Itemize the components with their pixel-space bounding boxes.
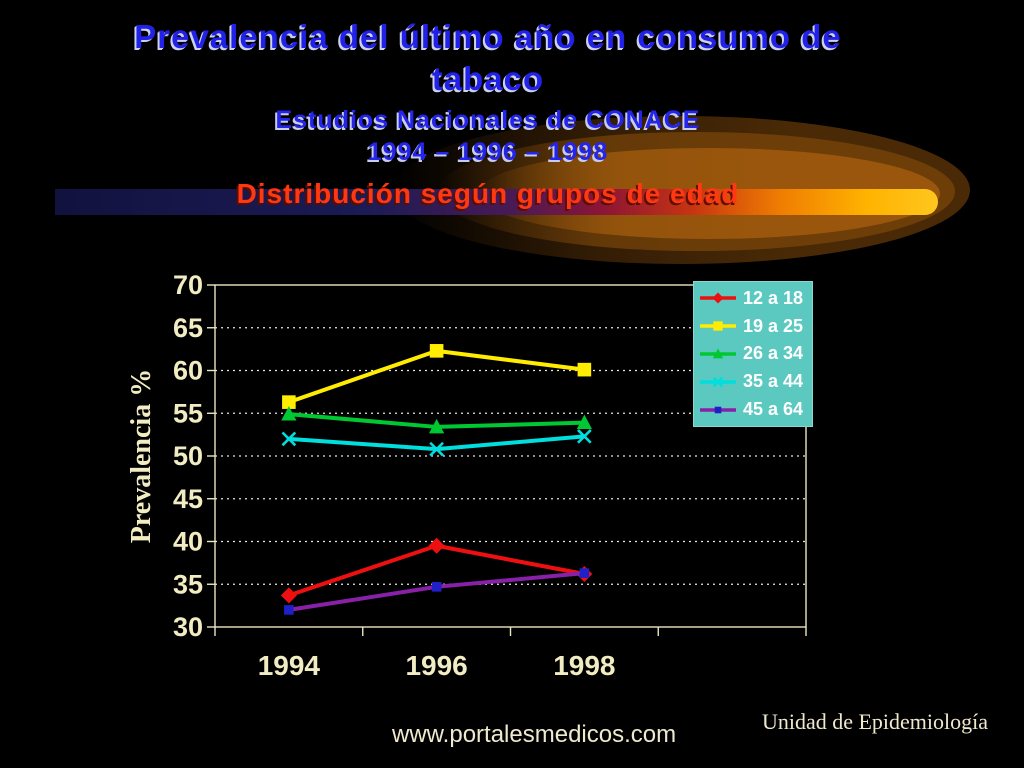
- marker-x: [712, 376, 724, 388]
- x-tick-label-1998: 1998: [553, 650, 615, 681]
- series-12-a-18: [280, 537, 593, 604]
- y-tick-label-55: 55: [173, 398, 203, 428]
- comet-tail-band: [55, 189, 938, 215]
- legend-item-12-a-18: 12 a 18: [698, 285, 812, 312]
- y-tick-label-65: 65: [173, 313, 203, 343]
- legend-label: 26 a 34: [743, 343, 804, 364]
- title-block: Prevalencia del último año en consumo de…: [0, 16, 976, 212]
- subtitle-age-groups: Distribución según grupos de edad: [236, 178, 740, 210]
- y-axis-title: Prevalencia %: [126, 369, 157, 543]
- slide-title-line2: tabaco: [431, 60, 545, 98]
- series-line: [286, 348, 587, 405]
- marker-square-small: [579, 568, 590, 578]
- slide-title-line1: Prevalencia del último año en consumo de: [134, 18, 842, 55]
- marker-triangle: [429, 418, 445, 434]
- y-tick-label-45: 45: [173, 484, 203, 514]
- marker-triangle: [712, 348, 724, 359]
- legend-item-45-a-64: 45 a 64: [698, 396, 812, 423]
- legend-key-icon: [700, 321, 736, 331]
- website-text: www.portalesmedicos.com: [392, 721, 677, 748]
- marker-triangle: [576, 414, 592, 430]
- series-line: [286, 434, 587, 452]
- slide-title: Prevalencia del último año en consumo de…: [0, 16, 976, 100]
- marker-square-small: [714, 406, 722, 413]
- legend-key-icon: [700, 292, 736, 304]
- series-26-a-34: [281, 406, 592, 434]
- y-tick-label-30: 30: [173, 612, 203, 642]
- marker-triangle: [281, 406, 297, 421]
- legend-item-26-a-34: 26 a 34: [698, 340, 812, 367]
- series-45-a-64: [284, 568, 590, 615]
- y-tick-label-50: 50: [173, 441, 203, 471]
- legend-label: 12 a 18: [743, 287, 804, 308]
- y-tick-label-60: 60: [173, 356, 203, 386]
- subtitle-years: 1994 – 1996 – 1998: [367, 138, 609, 167]
- x-tick-label-1996: 1996: [405, 650, 467, 681]
- marker-square-small: [284, 605, 294, 615]
- legend-key-icon: [700, 406, 736, 413]
- y-tick-label-70: 70: [173, 270, 203, 300]
- legend-key-icon: [700, 348, 736, 359]
- legend-label: 35 a 44: [743, 371, 804, 392]
- credit-text: Unidad de Epidemiología: [761, 709, 988, 734]
- series-35-a-44: [281, 429, 592, 457]
- marker-x: [429, 441, 444, 457]
- marker-square: [713, 321, 723, 331]
- y-tick-label-35: 35: [173, 569, 203, 599]
- marker-diamond: [280, 587, 297, 604]
- series-19-a-25: [282, 344, 592, 409]
- y-tick-label-40: 40: [173, 527, 203, 557]
- marker-diamond: [712, 292, 724, 304]
- marker-square: [282, 395, 296, 409]
- marker-x: [281, 431, 297, 447]
- legend-item-35-a-44: 35 a 44: [698, 368, 812, 395]
- marker-square: [577, 362, 592, 377]
- legend-item-19-a-25: 19 a 25: [698, 313, 812, 340]
- marker-square: [429, 344, 444, 358]
- marker-square-small: [431, 582, 442, 592]
- x-tick-label-1994: 1994: [258, 650, 321, 681]
- subtitle-study: Estudios Nacionales de CONACE: [275, 106, 701, 135]
- marker-diamond: [428, 537, 445, 554]
- chart-legend: 12 a 18 19 a 25 26 a 34 35 a 44 45 a 64: [693, 281, 813, 427]
- legend-key-icon: [700, 376, 736, 388]
- legend-label: 19 a 25: [743, 315, 804, 336]
- legend-label: 45 a 64: [743, 399, 804, 420]
- marker-x: [577, 429, 592, 444]
